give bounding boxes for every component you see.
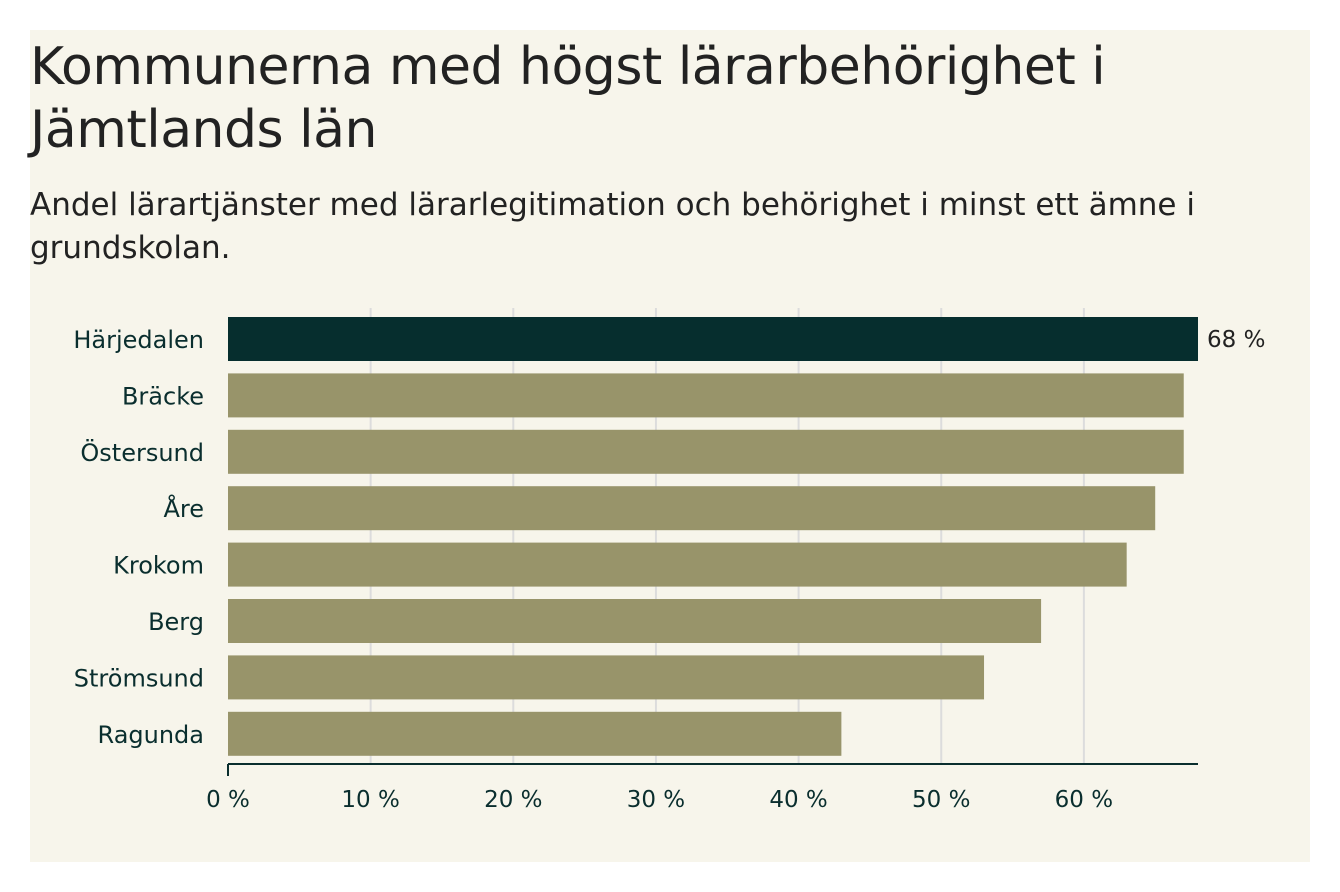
x-tick-label: 50 %	[912, 787, 970, 813]
x-tick-label: 10 %	[341, 787, 399, 813]
bar-chart: Härjedalen Bräcke Östersund Åre Krokom Berg St…	[73, 308, 1265, 813]
x-tick-label: 40 %	[769, 787, 827, 813]
category-label: Bräcke	[122, 382, 204, 410]
bar	[228, 486, 1156, 531]
bar	[228, 317, 1198, 361]
category-label: Östersund	[80, 438, 204, 467]
category-label: Åre	[163, 494, 204, 523]
category-label: Ragunda	[98, 721, 204, 749]
x-tick-label: 30 %	[627, 787, 685, 813]
category-label: Berg	[148, 608, 204, 636]
bar	[228, 429, 1184, 474]
bar	[228, 711, 842, 756]
data-label: 68 %	[1207, 327, 1265, 353]
bar	[228, 542, 1127, 587]
category-label: Härjedalen	[73, 326, 204, 354]
bar	[228, 373, 1184, 418]
category-label: Strömsund	[74, 664, 204, 692]
x-tick-label: 0 %	[206, 787, 250, 813]
bar	[228, 599, 1042, 643]
x-tick-label: 20 %	[484, 787, 542, 813]
category-label: Krokom	[113, 552, 204, 580]
chart-subtitle: Andel lärartjänster med lärarlegitimatio…	[30, 187, 1195, 266]
chart-card: Kommunerna med högst lärarbehörighet i J…	[30, 30, 1310, 862]
chart-title: Kommunerna med högst lärarbehörighet i J…	[30, 37, 1106, 160]
bar	[228, 655, 985, 700]
x-tick-label: 60 %	[1055, 787, 1113, 813]
